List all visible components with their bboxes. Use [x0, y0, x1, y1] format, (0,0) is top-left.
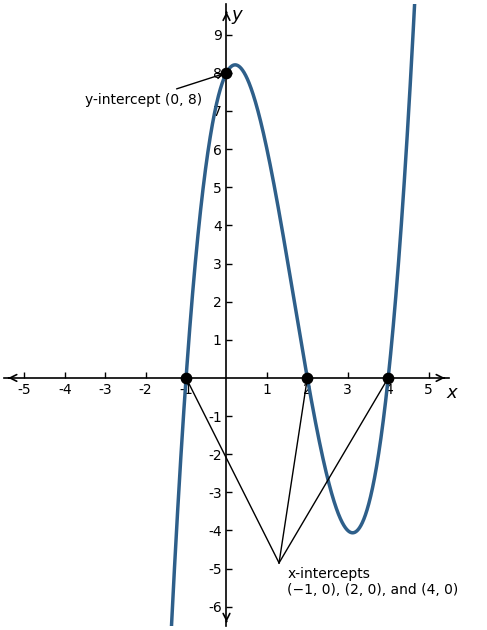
Point: [384, 373, 392, 383]
Text: y-intercept (0, 8): y-intercept (0, 8): [85, 73, 223, 106]
Point: [223, 68, 230, 78]
Point: [182, 373, 190, 383]
Point: [303, 373, 311, 383]
Text: x-intercepts
(−1, 0), (2, 0), and (4, 0): x-intercepts (−1, 0), (2, 0), and (4, 0): [287, 567, 458, 597]
Text: x: x: [447, 384, 457, 402]
Text: y: y: [231, 6, 242, 24]
